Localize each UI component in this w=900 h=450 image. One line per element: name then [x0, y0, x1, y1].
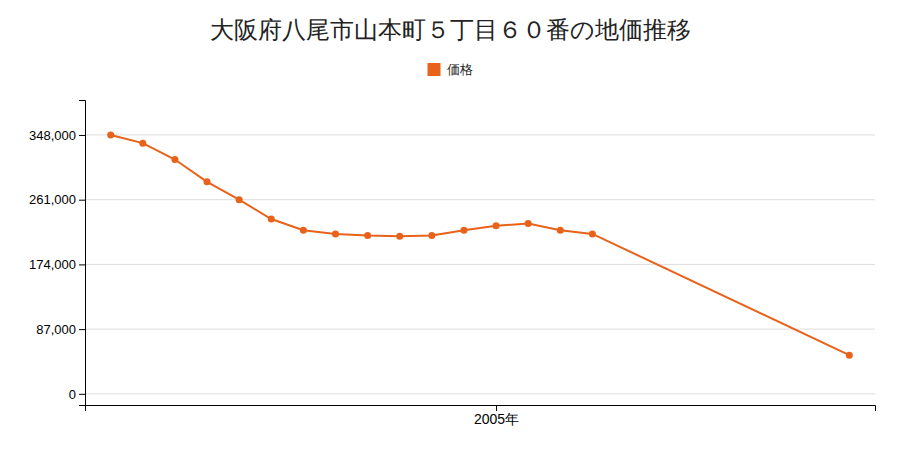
point	[236, 196, 243, 203]
y-tick-mark	[79, 200, 85, 201]
point	[557, 227, 564, 234]
grid-line	[85, 134, 875, 135]
legend: 価格	[428, 62, 473, 77]
title: 大阪府八尾市山本町５丁目６０番の地価推移	[210, 16, 691, 44]
grid-line	[85, 329, 875, 330]
y-tick-mark	[79, 264, 85, 265]
legend-item: 価格	[428, 62, 473, 77]
point	[846, 352, 853, 359]
y-tick: 174,000	[29, 257, 85, 272]
x-tick-label: 2005年	[474, 411, 519, 427]
marks	[107, 131, 853, 358]
y-tick-label: 174,000	[29, 257, 76, 272]
y-tick-label: 87,000	[36, 322, 76, 337]
plot-area: 0 87,000 174,000 261,000 348,000 2005年	[29, 101, 876, 427]
point	[300, 227, 307, 234]
y-tick-mark	[79, 394, 85, 395]
point	[493, 222, 500, 229]
point	[396, 233, 403, 240]
line	[111, 135, 850, 355]
y-axis: 0 87,000 174,000 261,000 348,000	[29, 101, 86, 406]
x-axis: 2005年	[86, 405, 876, 427]
grid-line	[85, 264, 875, 265]
y-tick-label: 348,000	[29, 128, 76, 143]
y-tick-mark	[79, 135, 85, 136]
point	[589, 230, 596, 237]
y-tick: 0	[69, 387, 85, 402]
x-tick: 2005年	[474, 405, 519, 427]
grid	[85, 135, 875, 394]
grid-line	[85, 393, 875, 394]
point	[428, 232, 435, 239]
y-tick-label: 261,000	[29, 192, 76, 207]
chart: 大阪府八尾市山本町５丁目６０番の地価推移 0 87,000 174,000 261,00…	[0, 0, 900, 450]
y-axis-line	[79, 101, 86, 406]
point	[525, 220, 532, 227]
y-tick: 348,000	[29, 128, 85, 143]
point	[364, 232, 371, 239]
y-tick: 261,000	[29, 192, 85, 207]
y-tick: 87,000	[36, 322, 85, 337]
y-tick-mark	[79, 329, 85, 330]
grid-line	[85, 199, 875, 200]
legend-label: 価格	[447, 62, 473, 77]
point	[139, 140, 146, 147]
point	[268, 216, 275, 223]
point	[171, 156, 178, 163]
point	[204, 178, 211, 185]
point	[107, 131, 114, 138]
point	[332, 230, 339, 237]
y-tick-label: 0	[69, 387, 76, 402]
legend-swatch	[428, 63, 441, 76]
point	[460, 227, 467, 234]
